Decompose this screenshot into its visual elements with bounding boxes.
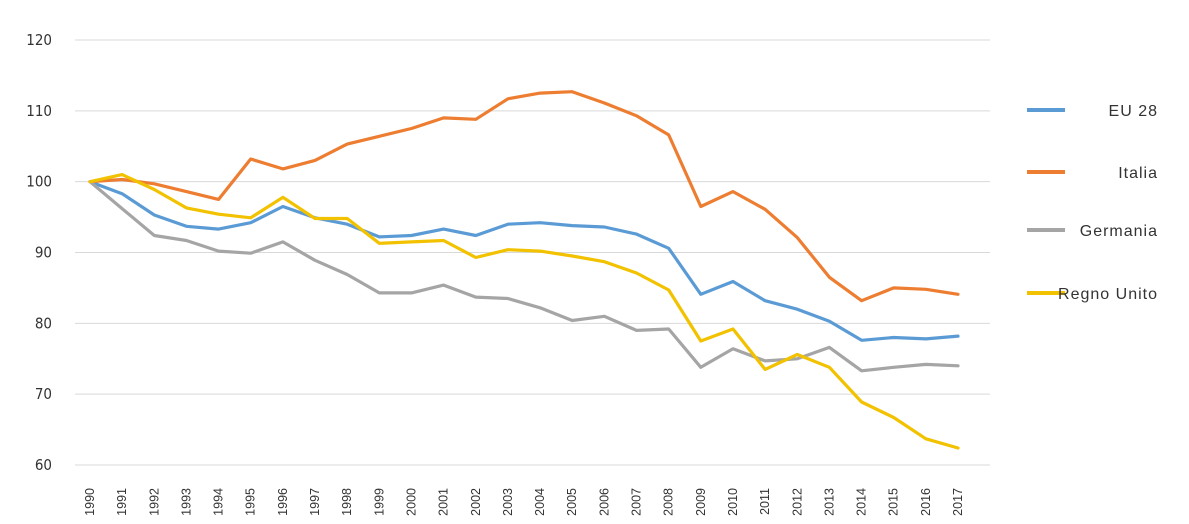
x-tick-label: 2002 (469, 488, 483, 516)
series-line (88, 90, 960, 303)
legend-label: Regno Unito (1058, 286, 1158, 303)
x-tick-label: 2010 (726, 488, 740, 516)
x-tick-label: 1992 (147, 488, 161, 516)
y-tick-label: 90 (35, 244, 52, 262)
x-tick-label: 1995 (244, 488, 258, 516)
x-tick-label: 1999 (372, 488, 386, 516)
series-eu-28 (88, 180, 960, 342)
x-tick-label: 2014 (855, 488, 869, 516)
x-tick-label: 1997 (308, 488, 322, 516)
y-tick-label: 80 (35, 314, 52, 332)
x-axis-tick-labels: 1990 1991 1992 1993 1994 1995 1996 1997 1998 1999… (83, 488, 965, 516)
x-tick-label: 2003 (501, 488, 515, 516)
legend-item: Regno Unito (1027, 286, 1158, 303)
x-tick-label: 1993 (179, 488, 193, 516)
x-tick-label: 2012 (790, 488, 804, 516)
x-tick-label: 2016 (919, 488, 933, 516)
x-tick-label: 1991 (115, 488, 129, 516)
legend-item: Italia (1027, 165, 1158, 182)
x-tick-label: 1996 (276, 488, 290, 516)
series-regno-unito (88, 173, 960, 450)
y-tick-label: 70 (35, 385, 52, 403)
legend-label: Italia (1118, 165, 1158, 182)
x-tick-label: 2000 (404, 488, 418, 516)
series-lines (88, 90, 960, 450)
legend-label: Germania (1080, 223, 1158, 240)
y-tick-label: 120 (26, 31, 52, 49)
legend: EU 28 Italia Germania Regno Unito (1027, 103, 1158, 303)
y-tick-label: 60 (35, 456, 52, 474)
y-tick-label: 110 (26, 102, 52, 120)
x-tick-label: 1990 (83, 488, 97, 516)
y-axis-tick-labels: 60 70 80 90 100 110 120 (26, 31, 52, 474)
x-tick-label: 2006 (597, 488, 611, 516)
legend-item: EU 28 (1027, 103, 1158, 120)
legend-label: EU 28 (1109, 103, 1158, 120)
y-tick-label: 100 (26, 173, 52, 191)
x-tick-label: 2013 (822, 488, 836, 516)
legend-item: Germania (1027, 223, 1158, 240)
x-tick-label: 1994 (212, 488, 226, 516)
x-tick-label: 2015 (887, 488, 901, 516)
series-line (88, 180, 960, 373)
x-tick-label: 2001 (437, 488, 451, 516)
x-tick-label: 2011 (758, 488, 772, 515)
series-line (88, 180, 960, 342)
x-tick-label: 2004 (533, 488, 547, 516)
x-tick-label: 1998 (340, 488, 354, 516)
x-tick-label: 2017 (951, 488, 965, 516)
x-tick-label: 2005 (565, 488, 579, 516)
x-tick-label: 2009 (694, 488, 708, 516)
x-tick-label: 2008 (662, 488, 676, 516)
x-tick-label: 2007 (630, 488, 644, 516)
series-italia (88, 90, 960, 303)
series-line (88, 173, 960, 450)
gridlines (75, 39, 990, 466)
series-germania (88, 180, 960, 373)
